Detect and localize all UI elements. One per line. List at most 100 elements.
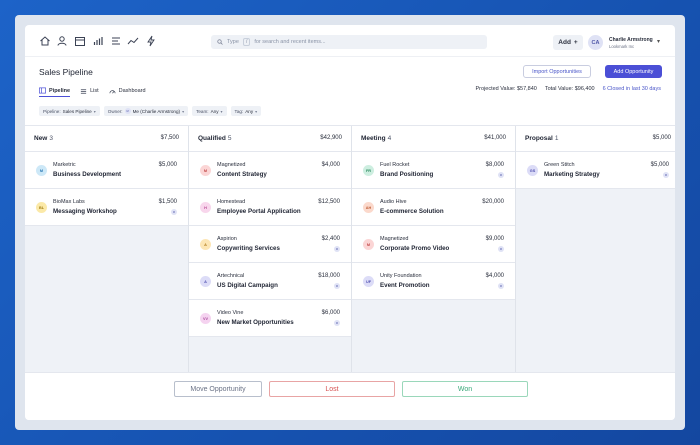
filter-team[interactable]: Team: Any ▾ — [192, 106, 227, 116]
page-title: Sales Pipeline — [39, 67, 93, 77]
tab-list[interactable]: List — [80, 85, 99, 97]
tab-dashboard-label: Dashboard — [118, 88, 146, 94]
card-value: $5,000 — [650, 162, 669, 168]
chevron-down-icon: ▾ — [93, 108, 96, 114]
company-avatar: A — [200, 239, 211, 250]
opportunity-card[interactable]: H Homestead Employee Portal Application … — [189, 189, 351, 226]
opportunity-card[interactable]: M Magnetized Content Strategy $4,000 — [189, 152, 351, 189]
pipeline-stats: Projected Value: $57,840 Total Value: $9… — [475, 86, 661, 92]
user-name[interactable]: Charlie Armstrong — [609, 37, 653, 43]
add-opportunity-button[interactable]: Add Opportunity — [605, 65, 662, 78]
move-opportunity-button[interactable]: Move Opportunity — [174, 381, 262, 397]
column-total: $41,000 — [484, 135, 506, 141]
pipeline-icon — [39, 87, 46, 94]
closed-count-link[interactable]: 6 Closed in last 30 days — [602, 86, 661, 92]
opportunity-card[interactable]: M Marketric Business Development $5,000 — [25, 152, 188, 189]
won-drop-zone[interactable]: Won — [402, 381, 528, 397]
chevron-down-icon: ▾ — [255, 108, 258, 114]
column-title: New 3 — [34, 135, 53, 142]
opportunity-card[interactable]: A Aspirion Copywriting Services $2,400 M — [189, 226, 351, 263]
opportunity-card[interactable]: VV Video Vine New Market Opportunities $… — [189, 300, 351, 337]
filter-tag[interactable]: Tag: Any ▾ — [230, 106, 262, 116]
top-nav: Type / for search and recent items... Ad… — [25, 25, 675, 57]
filter-label: Team: — [196, 108, 209, 114]
column-total: $42,900 — [320, 135, 342, 141]
card-company: Magnetized — [217, 162, 246, 168]
card-title: Brand Positioning — [380, 171, 434, 178]
opportunity-card[interactable]: GS Green Stitch Marketing Strategy $5,00… — [516, 152, 675, 189]
activity-icon[interactable] — [145, 35, 157, 47]
column-header: New 3 $7,500 — [25, 126, 188, 152]
filter-pipeline[interactable]: Pipeline: Sales Pipeline ▾ — [39, 106, 100, 116]
search-icon — [217, 39, 223, 45]
chevron-down-icon: ▾ — [182, 108, 185, 114]
opportunity-card[interactable]: A Artechnical US Digital Campaign $18,00… — [189, 263, 351, 300]
company-avatar: FR — [363, 165, 374, 176]
contacts-icon[interactable] — [56, 35, 68, 47]
user-avatar[interactable]: CA — [588, 35, 603, 50]
company-avatar: VV — [200, 313, 211, 324]
filter-owner[interactable]: Owner: M Me (Charlie Armstrong) ▾ — [103, 106, 189, 116]
column-total: $7,500 — [160, 135, 179, 141]
list-icon — [80, 88, 87, 94]
card-title: E-commerce Solution — [380, 208, 444, 215]
card-value: $9,000 — [485, 236, 504, 242]
company-avatar: M — [363, 239, 374, 250]
card-value: $8,000 — [485, 162, 504, 168]
search-shortcut: / — [242, 38, 251, 46]
column-count: 5 — [227, 135, 232, 142]
company-avatar: AH — [363, 202, 374, 213]
tab-dashboard[interactable]: Dashboard — [109, 85, 146, 97]
owner-avatar: M — [498, 172, 504, 178]
pipeline-board: New 3 $7,500 M Marketric Business Develop… — [25, 125, 675, 373]
home-icon[interactable] — [39, 35, 51, 47]
filter-value: Sales Pipeline — [62, 108, 92, 114]
tab-list-label: List — [90, 88, 99, 94]
card-value: $20,000 — [482, 199, 504, 205]
card-value: $2,400 — [321, 236, 340, 242]
reports-icon[interactable] — [92, 35, 104, 47]
add-button[interactable]: Add + — [553, 35, 583, 50]
card-value: $4,000 — [485, 273, 504, 279]
opportunity-card[interactable]: AH Audio Hive E-commerce Solution $20,00… — [352, 189, 515, 226]
filter-label: Pipeline: — [43, 108, 61, 114]
calendar-icon[interactable] — [74, 35, 86, 47]
filter-bar: Pipeline: Sales Pipeline ▾ Owner: M Me (… — [39, 106, 262, 116]
add-label: Add — [558, 39, 571, 46]
card-title: US Digital Campaign — [217, 282, 278, 289]
opportunity-card[interactable]: FR Fuel Rocket Brand Positioning $8,000 … — [352, 152, 515, 189]
card-company: Unity Foundation — [380, 273, 422, 279]
app-window: Type / for search and recent items... Ad… — [25, 25, 675, 420]
filter-label: Owner: — [107, 108, 123, 114]
company-avatar: H — [200, 202, 211, 213]
lost-drop-zone[interactable]: Lost — [269, 381, 395, 397]
card-company: Green Stitch — [544, 162, 575, 168]
opportunity-card[interactable]: BL BioMax Labs Messaging Workshop $1,500… — [25, 189, 188, 226]
card-title: Employee Portal Application — [217, 208, 301, 215]
card-company: Homestead — [217, 199, 246, 205]
card-company: Audio Hive — [380, 199, 407, 205]
stage-column-new: New 3 $7,500 M Marketric Business Develop… — [25, 126, 189, 373]
card-title: Marketing Strategy — [544, 171, 600, 178]
column-header: Qualified 5 $42,900 — [189, 126, 351, 152]
chevron-down-icon[interactable]: ▾ — [657, 39, 661, 45]
card-company: Fuel Rocket — [380, 162, 410, 168]
analytics-icon[interactable] — [127, 35, 139, 47]
column-title: Meeting 4 — [361, 135, 391, 142]
menu-icon[interactable] — [110, 35, 122, 47]
opportunity-card[interactable]: M Magnetized Corporate Promo Video $9,00… — [352, 226, 515, 263]
card-value: $1,500 — [158, 199, 177, 205]
opportunity-card[interactable]: UF Unity Foundation Event Promotion $4,0… — [352, 263, 515, 300]
card-company: Marketric — [53, 162, 76, 168]
plus-icon: + — [573, 39, 578, 46]
column-title: Qualified 5 — [198, 135, 231, 142]
import-opportunities-button[interactable]: Import Opportunities — [523, 65, 591, 78]
column-header: Meeting 4 $41,000 — [352, 126, 515, 152]
card-company: Magnetized — [380, 236, 409, 242]
search-input[interactable]: Type / for search and recent items... — [211, 35, 487, 49]
tab-pipeline[interactable]: Pipeline — [39, 85, 71, 97]
card-company: Video Vine — [217, 310, 244, 316]
column-header: Proposal 1 $5,000 — [516, 126, 675, 152]
stage-column-proposal: Proposal 1 $5,000 GS Green Stitch Marketi… — [516, 126, 675, 373]
tab-pipeline-label: Pipeline — [49, 87, 71, 94]
